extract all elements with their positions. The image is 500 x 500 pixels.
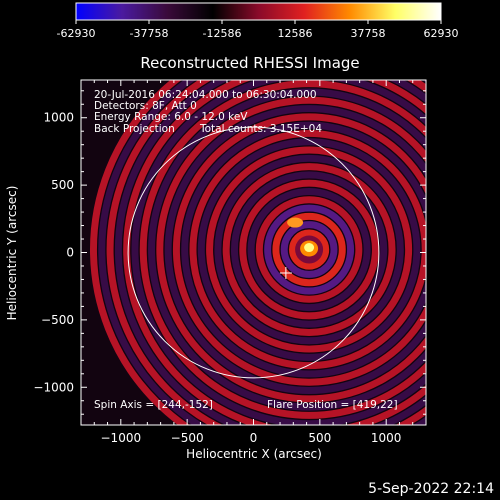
- annotation-block: 20-Jul-2016 06:24:04.000 to 06:30:04.000…: [94, 89, 398, 411]
- dark-fringe-ring: [148, 88, 426, 411]
- bright-fringe-ring: [106, 80, 426, 425]
- dark-fringe-ring: [264, 204, 355, 295]
- colorbar-tick-label: 37758: [351, 27, 386, 40]
- energy-range-text: Energy Range: 6.0 - 12.0 keV: [94, 111, 248, 123]
- y-axis-label: Heliocentric Y (arcsec): [5, 186, 19, 321]
- y-tick-label: 500: [51, 178, 74, 192]
- bright-fringe-ring: [156, 96, 426, 403]
- x-tick-label: −1000: [101, 431, 142, 445]
- dark-fringe-ring: [230, 171, 388, 328]
- bright-fringe-ring: [239, 179, 379, 320]
- bright-fringe-ring: [139, 80, 426, 419]
- date-stamp: 5-Sep-2022 22:14: [368, 481, 494, 497]
- dark-fringe-ring: [214, 154, 404, 345]
- bright-fringe-ring: [272, 212, 346, 287]
- colorbar-ticks: [75, 20, 442, 24]
- bright-fringe-ring: [189, 129, 426, 370]
- flare-position-text: Flare Position = [419,22]: [267, 399, 398, 411]
- secondary-lobe: [287, 217, 304, 228]
- dark-fringe-ring: [181, 121, 426, 378]
- spin-axis-cross-marker: [279, 266, 292, 279]
- colorbar-tick-label: -62930: [57, 27, 96, 40]
- dark-fringe-ring: [247, 187, 371, 312]
- y-tick-label: −500: [41, 313, 74, 327]
- bright-fringe-ring: [206, 146, 413, 353]
- heatmap-image: [81, 80, 426, 425]
- total-counts-text: Total counts: 3.15E+04: [199, 123, 322, 135]
- source-peak: [304, 243, 315, 253]
- x-axis-label: Heliocentric X (arcsec): [186, 447, 322, 461]
- x-tick-label: −500: [171, 431, 204, 445]
- colorbar-tick-label: 62930: [424, 27, 459, 40]
- x-tick-labels: −1000 −500 0 500 1000: [101, 431, 402, 445]
- bright-fringe-ring: [123, 80, 426, 425]
- colorbar-tick-label: -12586: [203, 27, 242, 40]
- bright-fringe-ring: [289, 229, 330, 270]
- solar-limb-circle: [127, 126, 380, 379]
- method-text: Back Projection: [94, 123, 175, 135]
- y-tick-label: 0: [66, 246, 74, 260]
- detectors-text: Detectors: 8F, Att 0: [94, 100, 197, 112]
- bright-fringe-ring: [255, 196, 363, 303]
- dark-fringe-ring: [164, 105, 426, 394]
- bright-fringe-ring: [172, 113, 426, 386]
- axis-ticks: [81, 80, 426, 425]
- dark-fringe-ring: [114, 80, 426, 425]
- y-tick-labels: −1000 −500 0 500 1000: [33, 111, 74, 395]
- colorbar-tick-labels: -62930 -37758 -12586 12586 37758 62930: [57, 27, 459, 40]
- bright-fringe-ring: [222, 163, 396, 336]
- x-tick-label: 1000: [371, 431, 402, 445]
- x-tick-label: 500: [308, 431, 331, 445]
- x-tick-label: 0: [250, 431, 258, 445]
- dark-fringe-ring: [280, 221, 338, 278]
- dark-fringe-ring: [131, 80, 426, 425]
- chart-title: Reconstructed RHESSI Image: [140, 54, 359, 72]
- time-range-text: 20-Jul-2016 06:24:04.000 to 06:30:04.000: [94, 89, 317, 101]
- colorbar-tick-label: -37758: [130, 27, 169, 40]
- dark-fringe-ring: [98, 80, 426, 425]
- colorbar: [75, 2, 442, 21]
- y-tick-label: 1000: [43, 111, 74, 125]
- colorbar-tick-label: 12586: [278, 27, 313, 40]
- bright-fringe-ring: [90, 80, 190, 425]
- spin-axis-text: Spin Axis = [244,-152]: [94, 399, 213, 411]
- y-tick-label: −1000: [33, 380, 74, 394]
- dark-fringe-ring: [197, 138, 421, 361]
